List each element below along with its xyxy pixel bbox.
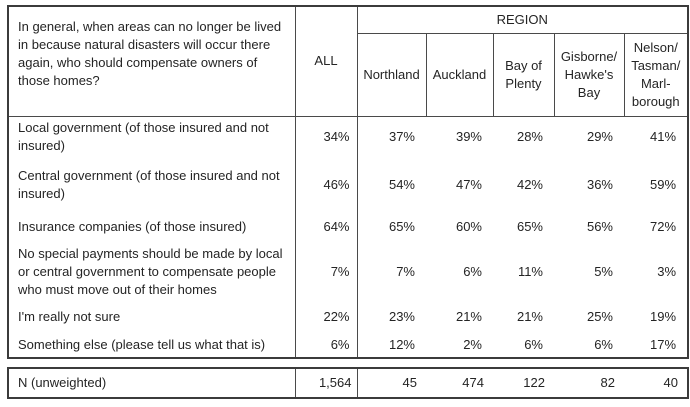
all-value-cell: 22% — [295, 302, 358, 332]
region-value-cell: 2% — [463, 336, 482, 352]
region-column-header-bay-of-plenty: Bay of Plenty — [493, 33, 555, 117]
region-value-cell: 6% — [524, 336, 543, 352]
table-row-not-sure: I'm really not sure 22% 23% 21% 21% 25% … — [8, 302, 688, 332]
all-value-cell: 46% — [295, 158, 358, 212]
n-all-value-cell: 1,564 — [295, 368, 358, 398]
question-header-cell: In general, when areas can no longer be … — [8, 6, 296, 117]
region-value-cell: 21% — [516, 309, 543, 324]
table-row-central-government: Central government (of those insured and… — [8, 158, 688, 212]
region-value-cell: 59% — [650, 177, 677, 192]
region-value-cell: 39% — [455, 129, 482, 145]
row-label-cell: No special payments should be made by lo… — [8, 242, 296, 302]
region-column-header-auckland: Auckland — [426, 33, 494, 117]
region-value-cell: 65% — [388, 219, 415, 234]
row-label-cell: Central government (of those insured and… — [8, 158, 296, 212]
all-value-cell: 6% — [295, 332, 358, 358]
n-row-label-cell: N (unweighted) — [8, 368, 296, 398]
region-value-cell: 36% — [586, 177, 613, 192]
n-unweighted-table: N (unweighted) 1,564 45 474 122 82 40 — [7, 367, 689, 399]
table-row-something-else: Something else (please tell us what that… — [8, 332, 688, 358]
region-value-cell: 41% — [650, 129, 677, 145]
region-value-cell: 7% — [396, 264, 415, 279]
table-row-n-unweighted: N (unweighted) 1,564 45 474 122 82 40 — [8, 368, 688, 398]
region-column-header-northland: Northland — [357, 33, 427, 117]
region-value-cell: 6% — [463, 264, 482, 279]
row-label-cell: I'm really not sure — [8, 302, 296, 332]
region-value-cell: 23% — [388, 309, 415, 324]
table-row-local-government: Local government (of those insured and n… — [8, 116, 688, 158]
row-label-cell: Something else (please tell us what that… — [8, 332, 296, 358]
region-value-cell: 12% — [388, 336, 415, 352]
n-region-value-cell: 40 — [663, 375, 678, 390]
all-column-header: ALL — [295, 6, 358, 117]
region-value-cell: 17% — [650, 336, 677, 352]
region-value-cell: 5% — [594, 264, 613, 279]
region-value-cell: 54% — [388, 177, 415, 192]
region-column-header-gisborne-hawkes-bay: Gisborne/ Hawke's Bay — [554, 33, 625, 117]
row-label-cell: Insurance companies (of those insured) — [8, 212, 296, 242]
region-value-cell: 72% — [650, 219, 677, 234]
all-value-cell: 34% — [295, 116, 358, 158]
region-value-cell: 21% — [455, 309, 482, 324]
all-value-cell: 7% — [295, 242, 358, 302]
region-value-cell: 29% — [586, 129, 613, 145]
table-row-no-special-payments: No special payments should be made by lo… — [8, 242, 688, 302]
region-value-cell: 25% — [586, 309, 613, 324]
region-value-cell: 65% — [516, 219, 543, 234]
row-label-cell: Local government (of those insured and n… — [8, 116, 296, 158]
region-value-cell: 60% — [455, 219, 482, 234]
n-region-value-cell: 122 — [523, 375, 545, 390]
survey-results-table: In general, when areas can no longer be … — [7, 5, 690, 359]
region-column-header-nelson-tasman-marlborough: Nelson/ Tasman/ Marl- borough — [624, 33, 689, 117]
header-row-region-names: Northland Auckland Bay of Plenty Gisborn… — [8, 33, 689, 117]
region-value-cell: 11% — [517, 264, 543, 279]
region-value-cell: 37% — [388, 129, 415, 145]
region-value-cell: 3% — [657, 264, 677, 279]
table-row-insurance-companies: Insurance companies (of those insured) 6… — [8, 212, 688, 242]
region-value-cell: 56% — [586, 219, 613, 234]
region-value-cell: 47% — [455, 177, 482, 192]
region-value-cell: 19% — [650, 309, 677, 324]
n-region-value-cell: 45 — [402, 375, 417, 390]
n-region-value-cell: 474 — [462, 375, 484, 390]
region-group-header: REGION — [357, 6, 689, 34]
region-value-cell: 6% — [594, 336, 613, 352]
header-row-region-group: In general, when areas can no longer be … — [8, 6, 689, 117]
n-region-value-cell: 82 — [600, 375, 615, 390]
region-value-cell: 42% — [516, 177, 543, 192]
region-value-cell: 28% — [516, 129, 543, 145]
all-value-cell: 64% — [295, 212, 358, 242]
